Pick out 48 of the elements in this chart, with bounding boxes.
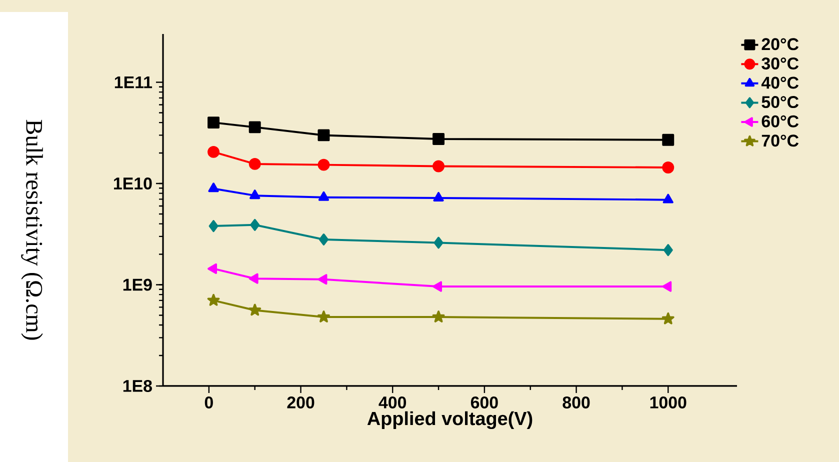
point [318, 129, 330, 142]
point [248, 304, 262, 316]
point [208, 263, 218, 274]
point [318, 310, 330, 322]
y-tick-label: 1E8 [123, 380, 152, 392]
point [207, 294, 220, 306]
point [434, 236, 444, 249]
point [432, 133, 445, 146]
point [432, 310, 445, 322]
point [208, 220, 218, 232]
point [208, 116, 220, 129]
x-tick-label: 200 [287, 396, 314, 408]
x-tick-label: 0 [204, 396, 213, 408]
x-tick-label: 800 [562, 396, 590, 408]
legend-label: 50°C [762, 96, 799, 108]
y-tick-label: 1E9 [123, 278, 152, 291]
x-tick-label: 1000 [650, 396, 686, 408]
legend-label: 40°C [761, 76, 799, 89]
point [250, 190, 260, 200]
point [663, 244, 673, 256]
legend-label: 60°C [762, 115, 799, 128]
x-tick-label: 400 [378, 396, 406, 408]
x-axis-title: Applied voltage(V) [367, 411, 532, 430]
point [208, 146, 220, 158]
point [318, 191, 330, 201]
legend-label: 30°C [762, 57, 799, 70]
point [662, 312, 674, 324]
legend-label: 20°C [762, 38, 799, 50]
legend-label: 70°C [762, 134, 799, 147]
y-tick-label: 1E11 [114, 76, 152, 88]
point [208, 182, 219, 192]
y-tick-label: 1E10 [114, 178, 152, 190]
point [662, 281, 672, 292]
point [248, 158, 261, 170]
point [318, 233, 328, 246]
point [248, 273, 258, 284]
point [662, 134, 674, 146]
point [662, 194, 674, 204]
x-tick-label: 600 [470, 396, 498, 408]
point [318, 158, 330, 171]
y-axis-title: Bulk resistivity (Ω.cm) [21, 120, 43, 340]
point [432, 160, 445, 172]
point [662, 162, 674, 174]
point [433, 192, 444, 202]
point [248, 121, 261, 134]
point [250, 218, 260, 231]
point [318, 274, 328, 285]
point [432, 281, 442, 292]
